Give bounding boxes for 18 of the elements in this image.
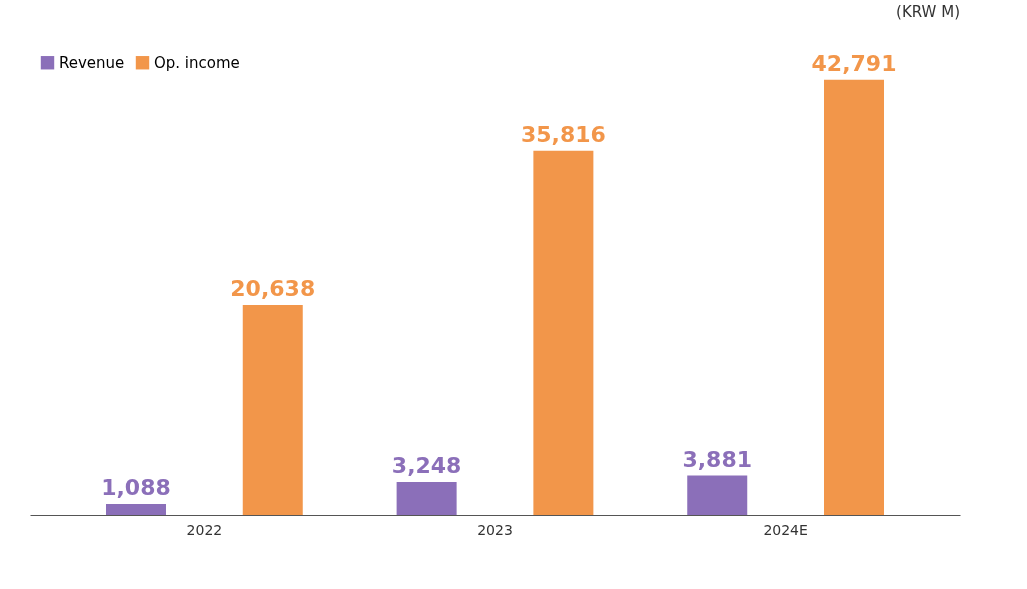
bar [105, 503, 166, 515]
data-label: 1,088 [101, 474, 171, 500]
data-label: 3,881 [682, 446, 753, 472]
bar [242, 305, 303, 515]
data-label: 20,638 [230, 276, 316, 302]
x-tick-label: 2024E [763, 521, 808, 538]
bar [396, 481, 457, 515]
bar [824, 79, 885, 515]
legend-label: Revenue [59, 53, 125, 72]
x-tick-label: 2023 [477, 521, 513, 538]
legend-label: Op. income [154, 53, 240, 72]
bar [687, 475, 748, 515]
data-label: 3,248 [391, 452, 462, 478]
data-label: 35,816 [520, 121, 606, 147]
x-tick-label: 2022 [186, 521, 223, 538]
bar [533, 150, 594, 515]
text: (KRW M) [896, 3, 960, 21]
data-label: 42,791 [811, 50, 897, 76]
